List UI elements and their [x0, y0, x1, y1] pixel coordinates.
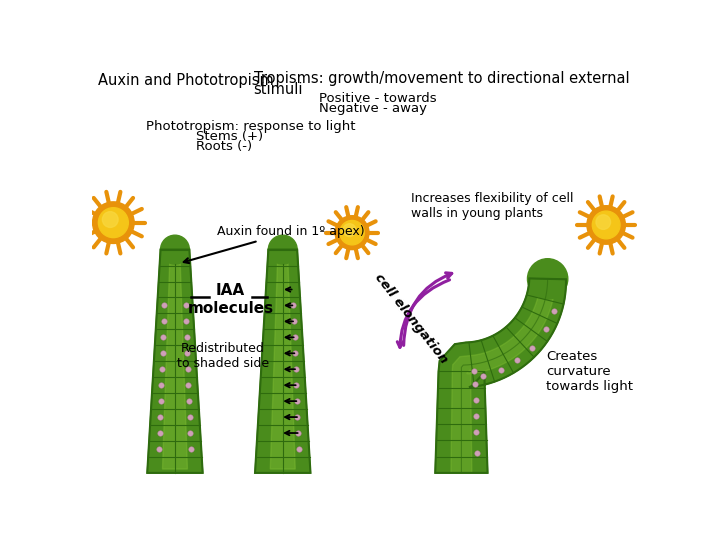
Circle shape [99, 208, 128, 238]
Circle shape [593, 211, 620, 239]
Text: Auxin and Phototropism: Auxin and Phototropism [98, 72, 274, 87]
Text: Positive - towards: Positive - towards [319, 92, 436, 105]
Circle shape [596, 215, 611, 230]
Text: stimuli: stimuli [253, 82, 303, 97]
Polygon shape [148, 249, 203, 473]
Circle shape [528, 259, 568, 299]
Text: Auxin found in 1º apex): Auxin found in 1º apex) [184, 225, 365, 263]
Text: Negative - away: Negative - away [319, 102, 427, 115]
Circle shape [161, 235, 189, 264]
Polygon shape [163, 257, 187, 469]
Polygon shape [451, 279, 555, 473]
Circle shape [269, 235, 297, 264]
Text: IAA
molecules: IAA molecules [187, 284, 274, 316]
Polygon shape [255, 249, 310, 473]
Text: cell elongation: cell elongation [372, 272, 451, 367]
Text: Creates
curvature
towards light: Creates curvature towards light [546, 350, 633, 393]
Circle shape [93, 202, 134, 244]
Polygon shape [270, 257, 295, 469]
Circle shape [102, 212, 118, 227]
Text: Redistributed
to shaded side: Redistributed to shaded side [176, 342, 269, 370]
Text: Phototropism: response to light: Phototropism: response to light [145, 120, 355, 133]
Circle shape [335, 215, 369, 249]
Text: Stems (+): Stems (+) [196, 130, 263, 143]
Text: Tropisms: growth/movement to directional external: Tropisms: growth/movement to directional… [253, 71, 629, 86]
Circle shape [340, 220, 364, 245]
Polygon shape [435, 279, 566, 473]
Circle shape [587, 206, 626, 244]
Circle shape [343, 224, 356, 237]
Text: Roots (-): Roots (-) [196, 140, 252, 153]
Text: Increases flexibility of cell
walls in young plants: Increases flexibility of cell walls in y… [411, 192, 574, 220]
